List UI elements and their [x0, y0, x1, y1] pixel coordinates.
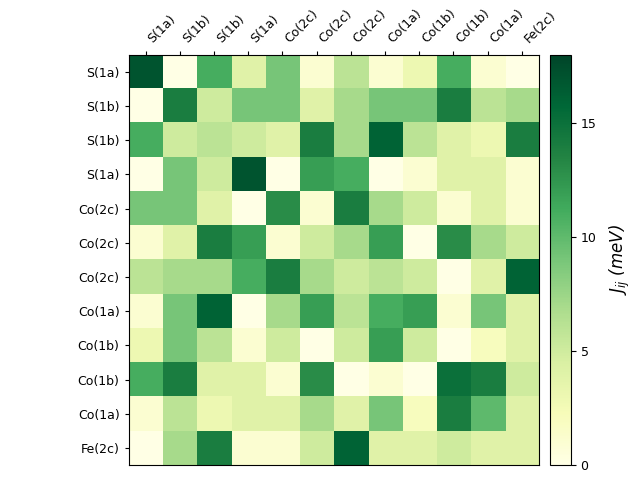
Y-axis label: $J_{ij}$ (meV): $J_{ij}$ (meV): [607, 225, 632, 295]
